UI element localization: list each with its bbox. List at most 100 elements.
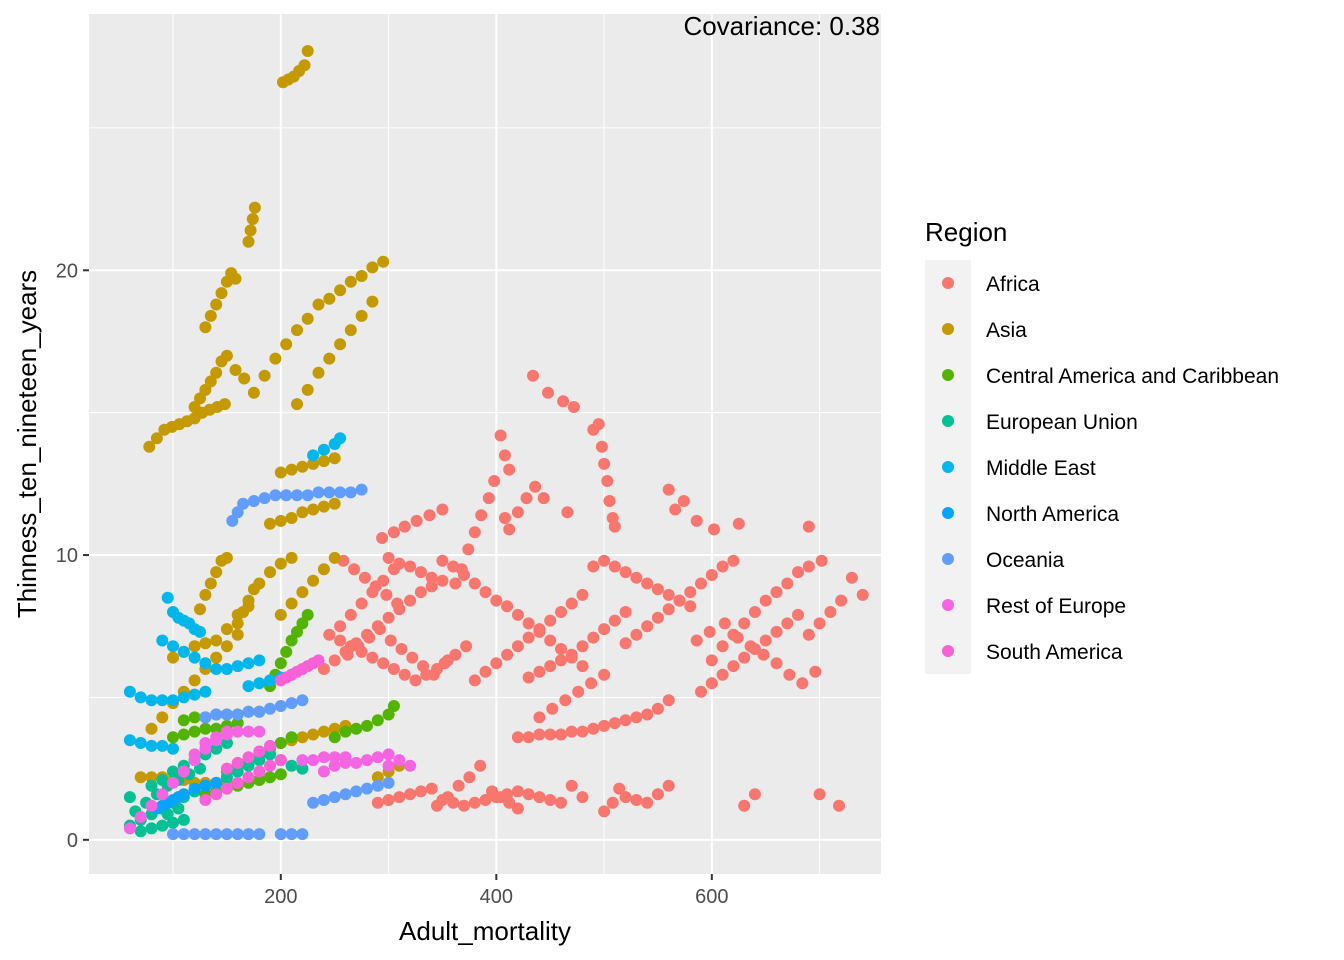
data-point xyxy=(177,765,190,778)
data-point xyxy=(809,665,822,678)
data-point xyxy=(344,608,357,621)
data-point xyxy=(425,782,438,795)
data-point xyxy=(210,776,223,789)
data-point xyxy=(317,500,330,513)
data-point xyxy=(770,586,783,599)
data-point xyxy=(220,708,233,721)
data-point xyxy=(296,694,309,707)
data-point xyxy=(231,765,244,778)
data-point xyxy=(264,566,276,579)
data-point xyxy=(561,506,574,519)
data-point xyxy=(317,751,330,764)
data-point xyxy=(490,657,503,670)
data-point xyxy=(414,566,427,579)
data-point xyxy=(555,606,567,618)
data-point xyxy=(188,725,201,738)
data-point xyxy=(229,364,242,376)
data-point xyxy=(363,631,376,644)
data-point xyxy=(662,588,675,601)
data-point xyxy=(460,640,473,653)
data-point xyxy=(479,586,492,599)
data-point xyxy=(328,654,341,667)
data-point xyxy=(544,614,557,627)
data-point xyxy=(328,722,341,735)
legend-label: Oceania xyxy=(986,549,1065,572)
data-point xyxy=(662,779,675,792)
data-point xyxy=(285,697,298,710)
data-point xyxy=(264,517,276,530)
data-point xyxy=(498,449,511,462)
data-point xyxy=(253,725,266,738)
data-point xyxy=(199,657,212,670)
data-point xyxy=(253,765,266,778)
series-africa xyxy=(317,369,869,818)
data-point xyxy=(145,822,158,835)
data-point xyxy=(813,788,826,801)
data-point xyxy=(673,594,686,607)
data-point xyxy=(759,634,772,647)
data-point xyxy=(482,492,495,505)
data-point xyxy=(210,366,223,379)
data-point xyxy=(462,543,475,556)
x-axis-title: Adult_mortality xyxy=(399,916,571,946)
data-point xyxy=(247,495,260,507)
data-point xyxy=(134,691,147,704)
data-point xyxy=(783,668,796,681)
data-point xyxy=(436,503,449,516)
data-point xyxy=(835,594,848,607)
data-point xyxy=(301,312,314,325)
data-point xyxy=(285,463,298,476)
data-point xyxy=(592,418,605,431)
data-point xyxy=(744,640,757,653)
data-point xyxy=(468,796,481,809)
data-point xyxy=(781,577,794,590)
data-point xyxy=(188,640,201,653)
data-point xyxy=(690,514,703,527)
data-point xyxy=(231,756,244,769)
y-axis-ticks: 0 10 20 xyxy=(56,260,89,852)
data-point xyxy=(194,392,206,405)
data-point xyxy=(366,651,379,664)
data-point xyxy=(220,728,233,741)
data-point xyxy=(468,577,481,590)
data-point xyxy=(210,722,223,735)
data-point xyxy=(177,714,190,727)
data-point xyxy=(494,791,507,804)
data-point xyxy=(727,660,740,673)
data-point xyxy=(301,383,314,396)
data-point xyxy=(134,825,147,838)
data-point xyxy=(312,486,325,499)
data-point xyxy=(431,799,443,812)
data-point xyxy=(813,617,826,630)
data-point xyxy=(274,700,287,712)
data-point xyxy=(404,594,417,607)
data-point xyxy=(474,759,487,772)
data-point xyxy=(317,663,330,675)
data-point xyxy=(253,677,266,690)
data-point xyxy=(177,788,190,801)
data-point xyxy=(420,668,433,681)
data-point xyxy=(608,614,621,627)
data-point xyxy=(167,640,179,653)
data-point xyxy=(280,338,293,351)
data-point xyxy=(220,828,233,841)
data-point xyxy=(258,369,271,382)
data-point xyxy=(269,352,282,365)
data-point xyxy=(258,492,271,505)
data-point xyxy=(522,671,535,684)
data-point xyxy=(488,475,501,487)
data-point xyxy=(285,634,298,647)
data-point xyxy=(748,606,761,618)
data-point xyxy=(576,640,589,653)
data-point xyxy=(177,728,190,741)
data-point xyxy=(312,298,325,311)
data-point xyxy=(576,660,589,673)
data-point xyxy=(369,580,382,593)
data-point xyxy=(317,455,330,468)
data-point xyxy=(395,643,408,655)
data-point xyxy=(199,722,212,735)
data-point xyxy=(382,794,395,806)
data-point xyxy=(410,514,423,527)
data-point xyxy=(231,776,244,789)
data-point xyxy=(522,617,535,630)
